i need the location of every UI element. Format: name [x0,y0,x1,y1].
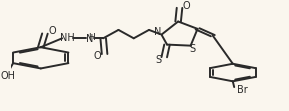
Text: N: N [154,27,162,37]
Text: O: O [94,51,101,61]
Text: H: H [88,33,95,42]
Text: O: O [183,1,190,11]
Text: S: S [156,55,162,65]
Text: S: S [190,44,196,54]
Text: O: O [48,27,56,37]
Text: OH: OH [0,71,15,81]
Text: Br: Br [237,85,247,95]
Text: NH: NH [60,33,75,43]
Text: N: N [86,34,94,44]
